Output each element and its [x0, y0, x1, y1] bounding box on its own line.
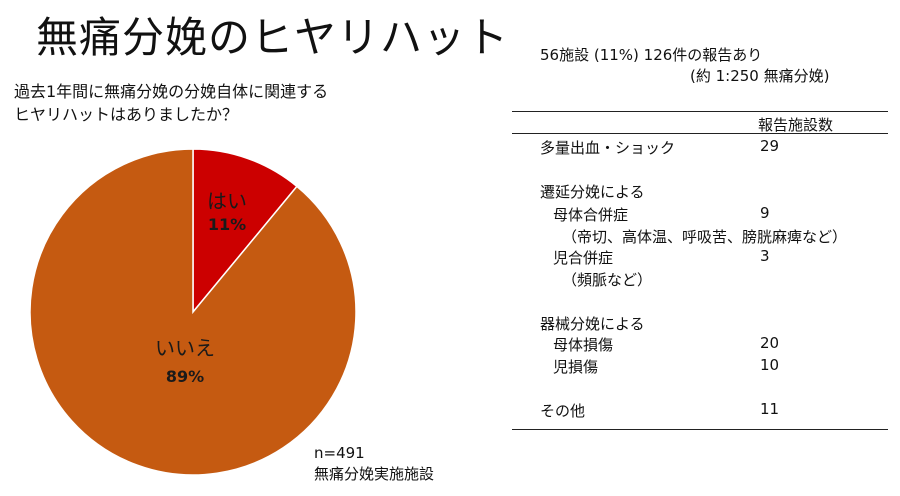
table-bottom-rule [512, 429, 888, 430]
table-row-label: 母体合併症 [553, 206, 629, 224]
question-line: ヒヤリハットはありましたか？ [14, 105, 239, 124]
table-row-label: 遷延分娩による [540, 183, 645, 201]
table-top-rule [512, 111, 888, 112]
slice-label: いいえ [155, 336, 215, 360]
table-row-value: 3 [760, 247, 770, 265]
table-row-label: （頻脈など） [562, 271, 653, 289]
table-row-label: （帝切、高体温、呼吸苦、膀胱麻痺など） [562, 228, 848, 246]
table-row-value: 11 [760, 400, 780, 418]
table-column-header: 報告施設数 [758, 116, 834, 134]
table-header-rule [512, 133, 888, 134]
table-row-value: 29 [760, 137, 780, 155]
sample-description: 無痛分娩実施施設 [314, 465, 435, 483]
table-row-label: 器械分娩による [540, 315, 645, 333]
table-row-label: 児合併症 [553, 249, 614, 267]
summary-line: 56施設 (11%) 126件の報告あり [540, 46, 763, 64]
slice-percent-label: 11% [208, 215, 246, 234]
slice-percent-label: 89% [166, 367, 204, 386]
pie-chart: はい 11% いいえ 89% [29, 148, 357, 476]
summary-ratio: (約 1:250 無痛分娩) [690, 67, 830, 85]
report-summary: 56施設 (11%) 126件の報告あり (約 1:250 無痛分娩) [540, 45, 829, 87]
pie-slice [29, 148, 357, 476]
question-line: 過去1年間に無痛分娩の分娩自体に関連する [14, 82, 329, 101]
table-row-label: 児損傷 [553, 358, 599, 376]
chart-question: 過去1年間に無痛分娩の分娩自体に関連する ヒヤリハットはありましたか？ [14, 80, 328, 126]
sample-size: n=491 [314, 444, 365, 462]
table-row-value: 20 [760, 334, 780, 352]
slice-label: はい [207, 189, 247, 213]
sample-note: n=491 無痛分娩実施施設 [314, 443, 434, 485]
table-row-label: 母体損傷 [553, 336, 614, 354]
table-row-label: その他 [540, 402, 586, 420]
table-row-label: 多量出血・ショック [540, 139, 676, 157]
table-row-value: 9 [760, 204, 770, 222]
page-title: 無痛分娩のヒヤリハット [36, 13, 510, 62]
table-row-value: 10 [760, 356, 780, 374]
pie-slice [192, 148, 298, 315]
